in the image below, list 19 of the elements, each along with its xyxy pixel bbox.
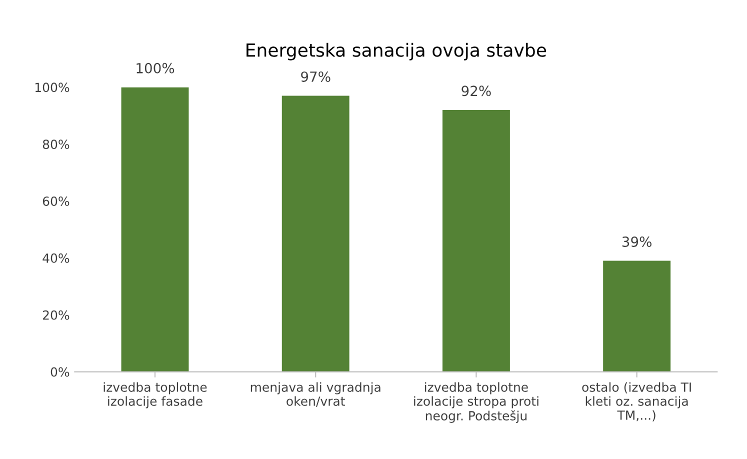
y-tick-label: 40% xyxy=(42,253,70,263)
y-tick-label: 60% xyxy=(42,196,70,206)
bar xyxy=(442,110,510,372)
chart-title: Energetska sanacija ovoja stavbe xyxy=(246,42,546,60)
y-tick-label: 100% xyxy=(35,82,70,92)
bar xyxy=(282,96,350,372)
y-tick-label: 0% xyxy=(50,367,70,377)
x-tick-label: izvedba toplotne izolacije fasade xyxy=(104,382,207,408)
data-label: 97% xyxy=(301,71,330,82)
y-tick-label: 20% xyxy=(42,310,70,320)
y-tick-label: 80% xyxy=(42,140,70,150)
data-label: 39% xyxy=(622,236,652,247)
x-tick-label: menjava ali vgradnja oken/vrat xyxy=(250,382,380,407)
bar xyxy=(121,87,189,372)
bar xyxy=(603,260,671,372)
x-tick-label: izvedba toplotne izolacije stropa proti neogr. Podstešju xyxy=(414,382,538,423)
data-label: 100% xyxy=(136,62,174,74)
data-label: 92% xyxy=(462,86,491,96)
x-tick-label: ostalo (izvedba TI kleti oz. sanacija TM,...) xyxy=(582,382,691,422)
